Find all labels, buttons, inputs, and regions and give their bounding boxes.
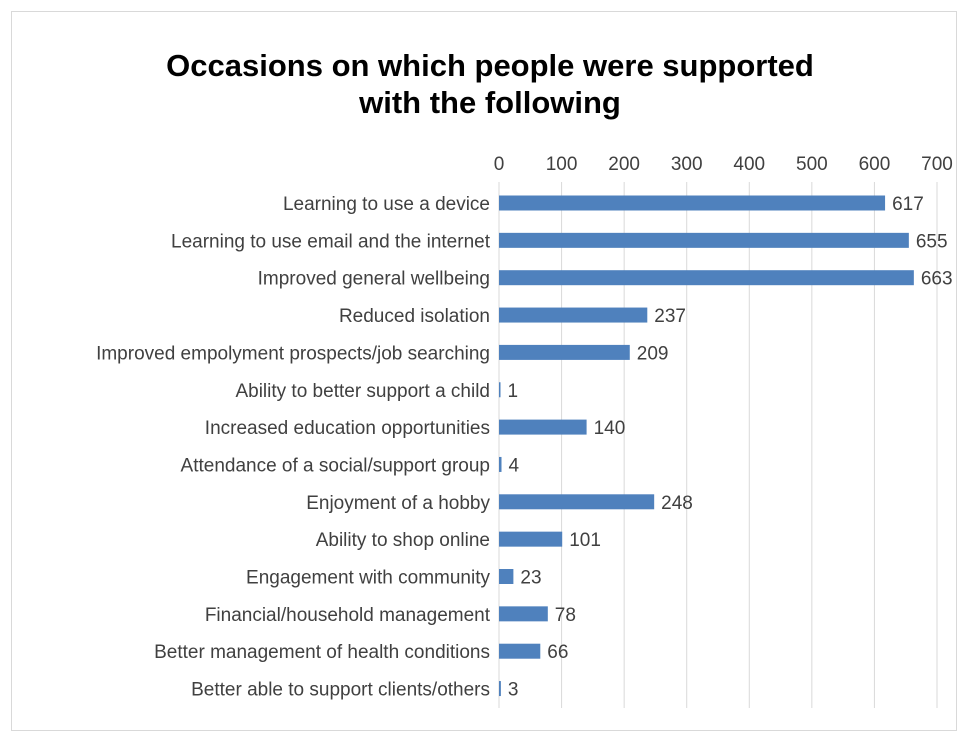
data-label: 4 — [509, 455, 520, 476]
category-label: Better management of health conditions — [154, 642, 490, 663]
data-label: 237 — [654, 306, 686, 327]
bar — [499, 494, 655, 510]
category-label: Ability to shop online — [316, 530, 490, 551]
x-axis-ticks: 0 100 200 300 400 500 600 700 — [494, 154, 953, 175]
bar — [499, 344, 630, 360]
data-label: 3 — [508, 680, 519, 701]
x-tick-label: 600 — [859, 154, 891, 175]
category-label: Improved empolyment prospects/job search… — [96, 343, 490, 364]
category-label: Learning to use email and the internet — [171, 231, 491, 252]
category-label: Attendance of a social/support group — [181, 455, 490, 476]
x-tick-label: 300 — [671, 154, 703, 175]
data-label: 617 — [892, 194, 924, 215]
data-label: 209 — [637, 343, 669, 364]
data-label: 1 — [508, 381, 519, 402]
data-label: 140 — [594, 418, 626, 439]
category-label: Improved general wellbeing — [258, 269, 490, 290]
bar — [499, 232, 909, 248]
category-labels: Learning to use a device Learning to use … — [96, 194, 491, 701]
data-label: 78 — [555, 605, 576, 626]
bar — [499, 531, 563, 547]
bar — [499, 643, 541, 659]
x-tick-label: 400 — [733, 154, 765, 175]
chart-frame — [11, 11, 957, 731]
bar — [499, 681, 501, 697]
bars — [499, 195, 914, 697]
category-label: Increased education opportunities — [205, 418, 490, 439]
category-label: Better able to support clients/others — [191, 680, 490, 701]
category-label: Learning to use a device — [283, 194, 490, 215]
x-tick-label: 500 — [796, 154, 828, 175]
bar — [499, 195, 886, 211]
data-label: 248 — [661, 493, 693, 514]
x-tick-label: 100 — [546, 154, 578, 175]
bar — [499, 456, 502, 472]
x-tick-label: 700 — [921, 154, 953, 175]
bar — [499, 382, 501, 398]
gridlines — [561, 182, 938, 708]
bar — [499, 270, 914, 286]
x-tick-label: 200 — [608, 154, 640, 175]
category-label: Engagement with community — [246, 568, 490, 589]
data-label: 663 — [921, 269, 953, 290]
category-label: Ability to better support a child — [235, 381, 490, 402]
chart-title-line-1: Occasions on which people were supported — [166, 48, 814, 83]
category-label: Reduced isolation — [339, 306, 490, 327]
bar — [499, 307, 648, 323]
bar — [499, 419, 587, 435]
data-label: 101 — [569, 530, 601, 551]
chart-svg: Occasions on which people were supported… — [96, 48, 953, 708]
category-label: Enjoyment of a hobby — [306, 493, 490, 514]
chart-title: Occasions on which people were supported… — [166, 48, 814, 120]
data-label: 23 — [520, 568, 541, 589]
chart-title-line-2: with the following — [358, 85, 621, 120]
bar — [499, 606, 548, 622]
x-tick-label: 0 — [494, 154, 505, 175]
data-label: 655 — [916, 231, 948, 252]
data-label: 66 — [547, 642, 568, 663]
bar — [499, 569, 514, 584]
category-label: Financial/household management — [205, 605, 491, 626]
